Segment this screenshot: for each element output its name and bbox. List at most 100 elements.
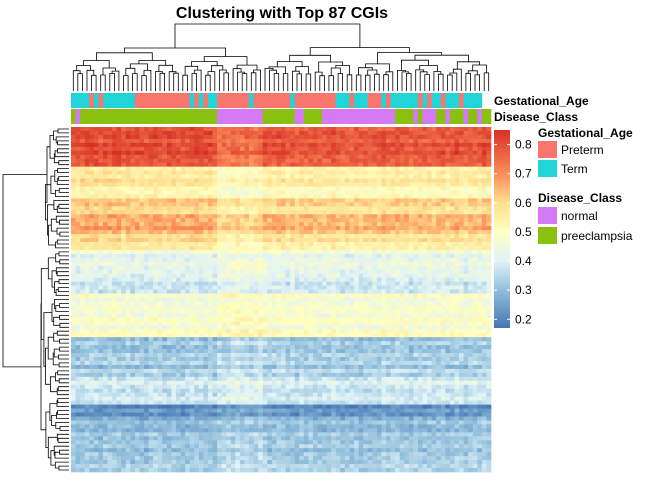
heatmap-cell (477, 301, 483, 306)
heatmap-cell (390, 273, 396, 279)
heatmap-cell (93, 134, 99, 140)
heatmap-cell (171, 313, 177, 318)
heatmap-cell (235, 150, 241, 156)
heatmap-cell (217, 317, 223, 322)
heatmap-cell (198, 321, 204, 326)
heatmap-cell (408, 210, 414, 215)
heatmap-cell (267, 269, 273, 275)
heatmap-cell (290, 158, 296, 164)
heatmap-cell (249, 202, 254, 207)
heatmap-cell (449, 127, 455, 132)
heatmap-cell (144, 245, 149, 251)
heatmap-cell (331, 170, 337, 175)
heatmap-cell (217, 138, 223, 144)
heatmap-cell (322, 238, 328, 243)
heatmap-cell (354, 257, 359, 263)
heatmap-cell (244, 238, 250, 243)
heatmap-cell (262, 281, 268, 286)
heatmap-cell (449, 285, 455, 290)
heatmap-cell (221, 301, 227, 306)
heatmap-cell (207, 261, 213, 267)
heatmap-cell (386, 301, 391, 306)
heatmap-cell (107, 309, 113, 314)
heatmap-cell (249, 130, 254, 136)
heatmap-cell (354, 222, 359, 227)
heatmap-cell (271, 162, 277, 168)
heatmap-cell (171, 206, 177, 211)
heatmap-cell (198, 273, 204, 279)
heatmap-cell (395, 210, 401, 215)
heatmap-cell (89, 198, 95, 203)
heatmap-cell (144, 174, 149, 179)
heatmap-cell (249, 190, 254, 195)
heatmap-cell (331, 162, 337, 168)
heatmap-cell (427, 202, 433, 207)
heatmap-cell (381, 166, 387, 171)
heatmap-cell (413, 170, 419, 175)
heatmap-cell (285, 305, 291, 310)
heatmap-cell (449, 249, 455, 255)
heatmap-cell (367, 178, 373, 183)
heatmap-cell (367, 313, 373, 318)
heatmap-cell (258, 210, 264, 215)
heatmap-cell (185, 154, 191, 160)
heatmap-cell (189, 142, 195, 148)
heatmap-cell (335, 261, 341, 267)
heatmap-cell (107, 154, 113, 160)
heatmap-cell (102, 257, 108, 263)
heatmap-cell (367, 273, 373, 279)
heatmap-cell (130, 190, 136, 195)
heatmap-cell (481, 127, 487, 132)
heatmap-cell (75, 277, 81, 283)
heatmap-cell (363, 253, 369, 259)
heatmap-cell (358, 234, 364, 239)
heatmap-cell (80, 329, 86, 334)
heatmap-cell (440, 142, 446, 148)
heatmap-cell (80, 198, 86, 203)
heatmap-cell (354, 238, 359, 243)
heatmap-cell (308, 194, 314, 199)
heatmap-cell (267, 257, 273, 263)
heatmap-cell (413, 214, 419, 219)
heatmap-cell (162, 261, 168, 267)
heatmap-cell (317, 190, 323, 195)
heatmap-cell (267, 150, 273, 156)
heatmap-cell (468, 134, 474, 140)
heatmap-cell (157, 230, 163, 235)
heatmap-cell (176, 230, 181, 235)
heatmap-cell (427, 206, 433, 211)
heatmap-cell (395, 257, 401, 263)
heatmap-cell (290, 194, 296, 199)
heatmap-cell (148, 186, 154, 191)
heatmap-cell (344, 202, 350, 207)
heatmap-cell (363, 194, 369, 199)
heatmap-cell (244, 127, 250, 132)
heatmap-cell (203, 190, 209, 195)
heatmap-cell (244, 277, 250, 283)
heatmap-cell (226, 134, 232, 140)
heatmap-cell (290, 222, 296, 227)
heatmap-cell (217, 242, 223, 247)
heatmap-cell (404, 186, 410, 191)
heatmap-cell (107, 194, 113, 199)
gestational-age-row-label: Gestational_Age (494, 94, 589, 108)
heatmap-cell (239, 329, 245, 334)
heatmap-cell (153, 198, 159, 203)
heatmap-cell (180, 230, 186, 235)
heatmap-cell (130, 249, 136, 255)
heatmap-cell (271, 166, 277, 171)
heatmap-cell (93, 166, 99, 171)
heatmap-cell (340, 154, 346, 160)
heatmap-cell (395, 186, 401, 191)
heatmap-cell (258, 277, 264, 283)
heatmap-cell (390, 158, 396, 164)
heatmap-cell (477, 174, 483, 179)
heatmap-cell (249, 285, 254, 290)
heatmap-cell (486, 309, 492, 314)
disease-class-cell-normal (477, 109, 483, 124)
heatmap-cell (285, 202, 291, 207)
heatmap-cell (121, 305, 127, 310)
heatmap-cell (75, 214, 81, 219)
heatmap-cell (176, 218, 181, 223)
heatmap-cell (226, 293, 232, 298)
